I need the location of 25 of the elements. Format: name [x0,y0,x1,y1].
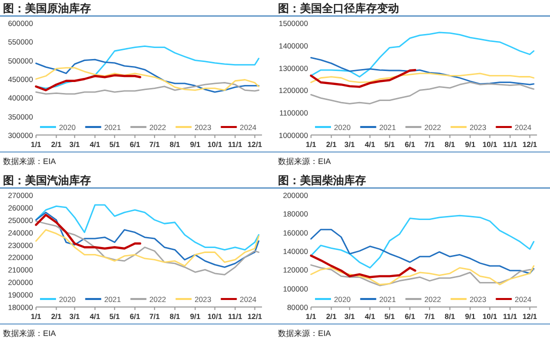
source-note: 数据来源：EIA [3,329,57,338]
line-series [34,214,142,250]
source-note: 数据来源：EIA [278,157,332,166]
line-series [35,229,260,267]
line-series [35,67,260,91]
chart-title: 图：美国汽油库存 [3,174,91,187]
line-series [310,68,416,88]
line-series [35,212,260,268]
line-series [310,32,534,78]
line-series [310,228,534,274]
source-note: 数据来源：EIA [278,329,332,338]
line-series [310,214,534,268]
line-series [310,57,534,86]
chart-title: 图：美国全口径库存变动 [278,2,399,15]
line-series [35,204,260,250]
source-note: 数据来源：EIA [3,157,57,166]
line-series [310,82,534,104]
line-series [35,58,260,93]
chart-title: 图：美国原油库存 [3,2,91,15]
line-series [35,220,260,276]
line-series [310,254,416,278]
line-series [34,74,142,92]
chart-title: 图：美国柴油库存 [278,174,366,187]
line-series [35,82,260,95]
line-series [310,72,534,84]
